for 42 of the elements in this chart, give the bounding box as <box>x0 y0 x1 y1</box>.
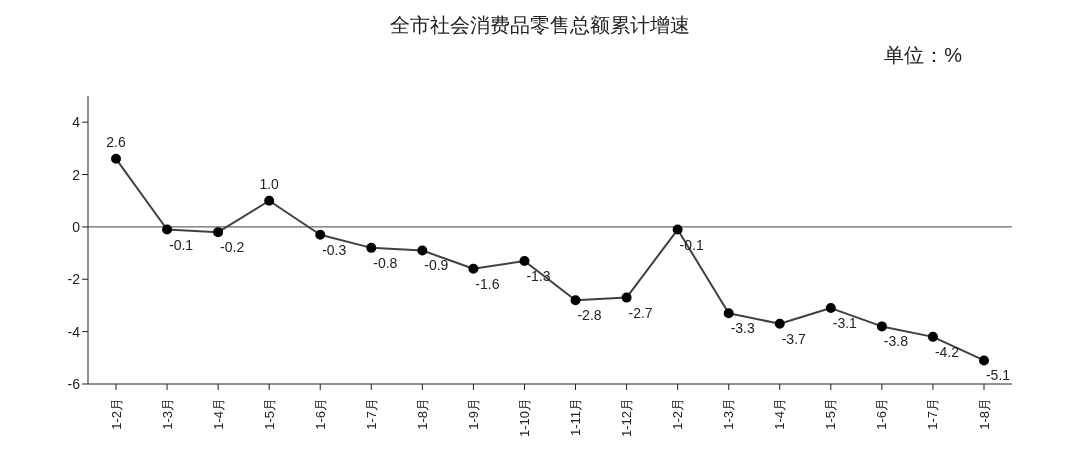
x-tick-label: 1-8月 <box>976 398 992 430</box>
data-label: -0.2 <box>220 239 245 256</box>
x-tick-label: 1-3月 <box>159 398 175 430</box>
x-tick-label: 1-3月 <box>721 398 737 430</box>
x-tick-label: 1-4月 <box>772 398 788 430</box>
chart-title: 全市社会消费品零售总额累计增速 <box>389 13 691 38</box>
data-label: -3.7 <box>781 330 807 347</box>
data-label: 2.6 <box>106 133 126 150</box>
y-tick-label: -4 <box>67 323 81 340</box>
data-label: -0.8 <box>373 254 398 271</box>
data-label: -2.8 <box>577 307 602 324</box>
y-tick-label: -6 <box>67 375 81 392</box>
data-label: -0.1 <box>169 236 194 253</box>
data-label: 1.0 <box>259 175 280 192</box>
y-tick-label: -2 <box>67 271 81 288</box>
x-tick-label: 1-6月 <box>874 398 890 430</box>
x-tick-label: 1-2月 <box>108 398 124 430</box>
data-label: -4.2 <box>934 343 960 360</box>
data-label: -0.3 <box>322 241 347 258</box>
x-tick-label: 1-7月 <box>925 398 941 430</box>
x-tick-label: 1-5月 <box>823 398 839 430</box>
data-label: -5.1 <box>985 367 1011 384</box>
data-label: -3.1 <box>832 315 858 332</box>
x-tick-label: 1-11月 <box>568 398 584 437</box>
x-tick-label: 1-7月 <box>363 398 379 430</box>
data-label: -3.3 <box>730 320 755 337</box>
x-tick-label: 1-9月 <box>465 398 481 430</box>
x-tick-label: 1-4月 <box>210 398 226 430</box>
x-tick-label: 1-12月 <box>619 398 635 438</box>
x-tick-label: 1-10月 <box>516 398 532 438</box>
y-tick-label: 2 <box>72 166 81 183</box>
x-tick-label: 1-8月 <box>414 398 430 430</box>
data-label: -1.6 <box>475 275 500 292</box>
y-tick-label: 0 <box>72 218 81 235</box>
data-label: -2.7 <box>628 304 653 321</box>
y-tick-label: 4 <box>72 114 81 131</box>
x-tick-label: 1-5月 <box>261 398 277 430</box>
data-label: -0.9 <box>424 257 449 274</box>
x-tick-label: 1-6月 <box>312 398 328 430</box>
x-tick-label: 1-2月 <box>670 398 686 430</box>
text: 单位：% <box>883 43 963 68</box>
data-label: -3.8 <box>883 333 909 350</box>
